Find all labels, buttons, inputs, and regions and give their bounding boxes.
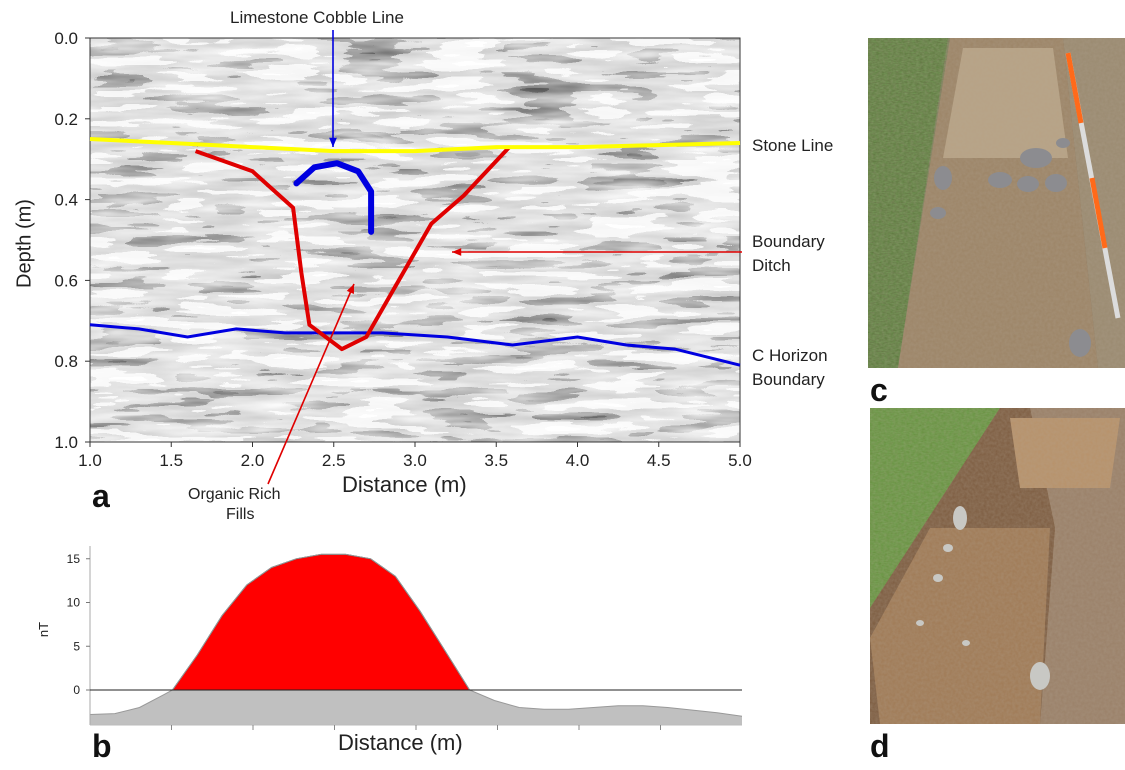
gpr-x-tick-label: 5.0 (728, 451, 752, 470)
organic-fills-annotation-line1: Organic Rich (188, 486, 281, 503)
gpr-y-tick-label: 0.6 (54, 271, 78, 290)
gpr-x-tick-label: 2.5 (322, 451, 346, 470)
fills-pointer-arrow (267, 283, 355, 485)
gpr-x-axis: 1.0 1.5 2.0 2.5 3.0 3.5 4.0 4.5 5.0 (78, 442, 752, 470)
gpr-x-tick-label: 4.5 (647, 451, 671, 470)
gpr-y-axis: 0.0 0.2 0.4 0.6 0.8 1.0 (54, 29, 90, 452)
panel-label-c: c (870, 372, 888, 408)
mag-y-tick-label: 10 (67, 596, 81, 610)
excavation-photo-d (870, 408, 1125, 724)
cobble-pointer-arrow-head (329, 137, 337, 147)
organic-fills-annotation-line2: Fills (226, 506, 255, 523)
gpr-interpretation-overlays (89, 30, 742, 485)
fills-pointer-arrow-head (346, 284, 354, 294)
boundary-ditch-annotation-line2: Ditch (752, 256, 791, 275)
gpr-x-tick-label: 1.0 (78, 451, 102, 470)
gpr-radargram-chart: 1.0 1.5 2.0 2.5 3.0 3.5 4.0 4.5 5.0 0.0 0.2 0.4 0.6… (54, 29, 752, 485)
gpr-x-tick-label: 3.0 (403, 451, 427, 470)
gpr-y-tick-label: 0.0 (54, 29, 78, 48)
ditch-pointer-arrow-head (452, 248, 462, 256)
gpr-y-tick-label: 0.4 (54, 191, 78, 210)
gpr-x-tick-label: 2.0 (241, 451, 265, 470)
gpr-x-tick-label: 4.0 (566, 451, 590, 470)
gpr-x-tick-label: 3.5 (484, 451, 508, 470)
gpr-y-tick-label: 1.0 (54, 433, 78, 452)
mag-y-tick-label: 0 (73, 683, 80, 697)
c-horizon-annotation-line2: Boundary (752, 370, 825, 389)
mag-x-axis-label: Distance (m) (338, 730, 463, 755)
panel-label-b: b (92, 728, 112, 764)
gpr-y-tick-label: 0.8 (54, 352, 78, 371)
stone-line-trace (89, 137, 741, 154)
cobble-line-annotation: Limestone Cobble Line (230, 8, 404, 27)
mag-areas (89, 540, 743, 725)
gpr-y-axis-label: Depth (m) (13, 199, 36, 288)
mag-profile-line (89, 553, 743, 717)
gpr-y-tick-label: 0.2 (54, 110, 78, 129)
c-horizon-annotation-line1: C Horizon (752, 346, 828, 365)
stone-line-annotation: Stone Line (752, 136, 834, 155)
limestone-cobble-arc (293, 160, 375, 235)
mag-axes: 0 5 10 15 (67, 546, 742, 730)
boundary-ditch-profile-line (194, 145, 511, 352)
gpr-x-axis-label: Distance (m) (342, 472, 467, 497)
gpr-radargram-image (90, 38, 740, 442)
mag-y-axis-label: nT (36, 621, 52, 638)
gpr-x-tick-label: 1.5 (159, 451, 183, 470)
c-horizon-boundary-line (89, 323, 741, 367)
excavation-photo-c (868, 38, 1125, 368)
gpr-plot-area (89, 37, 741, 443)
magnetometry-profile-chart: 0 5 10 15 (67, 540, 743, 730)
boundary-ditch-annotation-line1: Boundary (752, 232, 825, 251)
mag-y-tick-label: 15 (67, 552, 81, 566)
panel-label-a: a (92, 478, 110, 514)
panel-label-d: d (870, 728, 890, 764)
mag-y-tick-label: 5 (73, 639, 80, 653)
